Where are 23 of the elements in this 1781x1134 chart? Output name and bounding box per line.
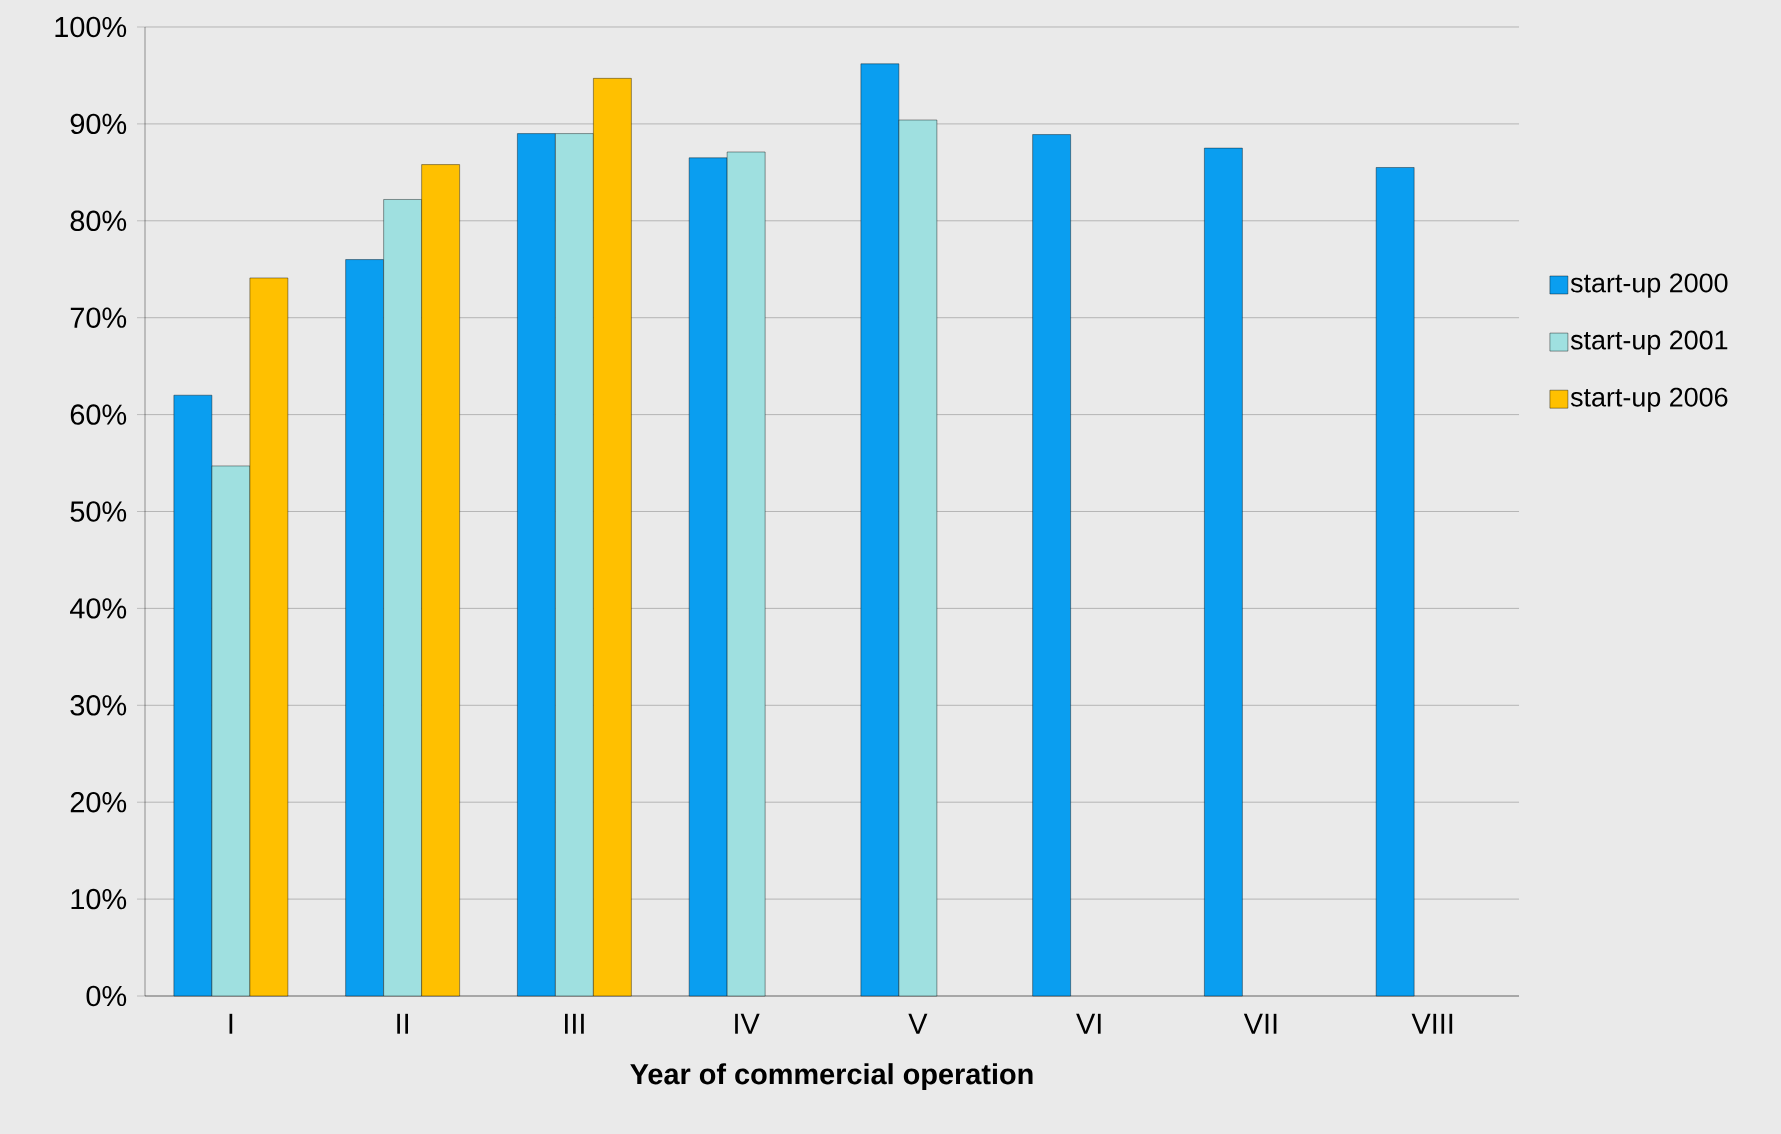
y-tick-label: 0%: [86, 985, 127, 1007]
y-tick-label: 50%: [70, 501, 127, 522]
legend-label: start-up 2006: [1570, 387, 1728, 412]
y-tick-label: 40%: [70, 598, 127, 619]
x-tick-label: VII: [1243, 1013, 1277, 1034]
x-tick-label: I: [229, 1013, 233, 1034]
x-tick-label: IV: [735, 1013, 760, 1034]
y-tick-label: 20%: [70, 791, 127, 813]
y-tick-label: 30%: [70, 695, 127, 716]
y-tick-label: 10%: [71, 888, 127, 910]
x-tick-label: V: [908, 1013, 928, 1034]
legend-label: start-up 2000: [1570, 273, 1728, 298]
x-tick-label: III: [565, 1013, 584, 1034]
x-tick-label: VIII: [1411, 1013, 1453, 1034]
x-axis-title: Year of commercial operation: [630, 1063, 1033, 1091]
y-tick-label: 70%: [70, 307, 127, 328]
y-tick-label: 100%: [55, 16, 127, 38]
legend-label: start-up 2001: [1570, 330, 1728, 355]
x-tick-label: VI: [1076, 1013, 1101, 1034]
y-tick-label: 80%: [70, 210, 127, 232]
y-tick-label: 90%: [70, 113, 127, 135]
y-tick-label: 60%: [70, 404, 127, 425]
x-tick-label: II: [397, 1013, 408, 1034]
